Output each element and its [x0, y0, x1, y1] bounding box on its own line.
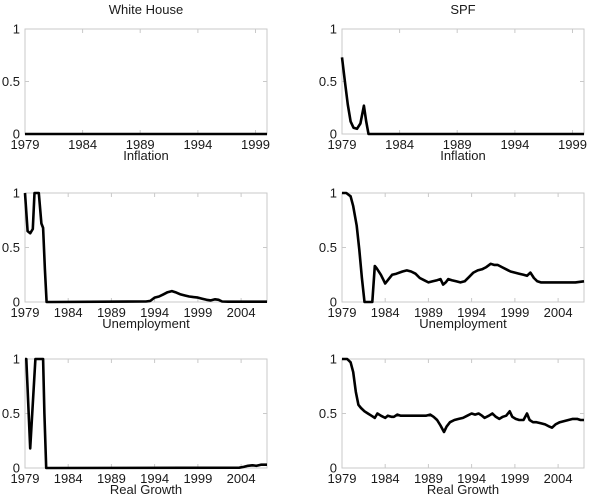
chart-xlabel: Unemployment [102, 316, 190, 331]
chart-canvas: 1979 1984 1989 1994 1999 0 0.5 1 [2, 22, 270, 153]
panel-spf-unemployment: 1979 1984 1989 1994 1999 2004 0 0.5 1 Unemployme… [300, 170, 600, 337]
plot-frame [24, 28, 268, 135]
y-tick-label: 0.5 [2, 74, 20, 89]
chart-canvas: 1979 1984 1989 1994 1999 0 0.5 1 [319, 22, 587, 153]
chart-canvas: 1979 1984 1989 1994 1999 2004 0 0.5 1 [2, 186, 268, 320]
data-line [23, 191, 267, 304]
x-tick-label: 1979 [328, 471, 357, 486]
chart-canvas: 1979 1984 1989 1994 1999 2004 0 0.5 1 [2, 352, 268, 486]
x-tick-label: 1994 [457, 305, 486, 320]
x-tick-label: 1989 [414, 471, 443, 486]
panel-white-house-unemployment: 1979 1984 1989 1994 1999 2004 0 0.5 1 Unemployme… [0, 170, 300, 337]
x-tick-label: 1999 [500, 305, 529, 320]
x-tick-label: 1989 [97, 305, 126, 320]
x-tick-label: 1994 [183, 137, 212, 152]
y-tick-label: 0 [330, 127, 337, 142]
x-tick-label: 1999 [241, 137, 270, 152]
y-tick-label: 0.5 [2, 406, 20, 421]
y-tick-label: 0.5 [319, 406, 337, 421]
y-tick-label: 0 [13, 295, 20, 310]
x-tick-label: 1984 [54, 471, 83, 486]
x-tick-label: 1984 [371, 305, 400, 320]
y-tick-label: 0 [330, 295, 337, 310]
data-line [24, 357, 267, 470]
chart-canvas: 1979 1984 1989 1994 1999 2004 0 0.5 1 [319, 352, 585, 486]
chart-xlabel: Real Growth [426, 482, 500, 497]
y-tick-label: 0.5 [319, 74, 337, 89]
y-tick-label: 0.5 [319, 240, 337, 255]
x-tick-label: 1984 [68, 137, 97, 152]
data-line [342, 191, 585, 304]
x-tick-label: 1999 [558, 137, 587, 152]
x-tick-label: 1999 [500, 471, 529, 486]
y-tick-label: 0 [330, 461, 337, 476]
y-tick-label: 1 [13, 186, 20, 201]
x-tick-label: 1989 [414, 305, 443, 320]
x-tick-label: 1989 [443, 137, 472, 152]
panel-white-house-real-growth: 1979 1984 1989 1994 1999 2004 0 0.5 1 Real Growt… [0, 337, 300, 503]
chart-xlabel: Inflation [440, 148, 486, 163]
x-tick-label: 2004 [227, 305, 256, 320]
x-tick-label: 1984 [371, 471, 400, 486]
chart-xlabel: Real Growth [109, 482, 183, 497]
panel-spf-inflation: SPF 1979 1984 1989 1994 1999 0 0.5 1 Inflation [300, 0, 600, 170]
chart-canvas: 1979 1984 1989 1994 1999 2004 0 0.5 1 [319, 186, 585, 320]
x-tick-label: 1979 [328, 305, 357, 320]
plot-frame [341, 28, 585, 135]
x-tick-label: 1989 [126, 137, 155, 152]
plot-frame [24, 192, 268, 303]
x-tick-label: 1994 [140, 471, 169, 486]
plot-frame [341, 192, 585, 303]
x-tick-label: 1999 [183, 305, 212, 320]
chart-title: SPF [450, 2, 476, 17]
x-tick-label: 2004 [544, 305, 573, 320]
panel-white-house-inflation: White House 1979 1984 1989 1994 1999 0 0.5 1 In… [0, 0, 300, 170]
x-tick-label: 1979 [11, 471, 40, 486]
panel-spf-real-growth: 1979 1984 1989 1994 1999 2004 0 0.5 1 Real Growt… [300, 337, 600, 503]
y-tick-label: 0.5 [2, 240, 20, 255]
y-tick-label: 1 [13, 22, 20, 37]
x-tick-label: 2004 [227, 471, 256, 486]
x-tick-label: 1979 [328, 137, 357, 152]
plot-frame [24, 358, 268, 469]
x-tick-label: 1979 [11, 137, 40, 152]
x-tick-label: 1989 [97, 471, 126, 486]
x-tick-label: 2004 [544, 471, 573, 486]
x-tick-label: 1994 [457, 471, 486, 486]
chart-xlabel: Inflation [123, 148, 169, 163]
data-line [340, 57, 584, 136]
data-line [342, 357, 584, 434]
y-tick-label: 0 [13, 127, 20, 142]
x-tick-label: 1984 [385, 137, 414, 152]
x-tick-label: 1984 [54, 305, 83, 320]
x-tick-label: 1994 [500, 137, 529, 152]
y-tick-label: 1 [330, 186, 337, 201]
chart-title: White House [108, 2, 184, 17]
x-tick-label: 1994 [140, 305, 169, 320]
x-tick-label: 1999 [183, 471, 212, 486]
y-tick-label: 0 [13, 461, 20, 476]
x-tick-label: 1979 [11, 305, 40, 320]
chart-xlabel: Unemployment [419, 316, 507, 331]
y-tick-label: 1 [330, 22, 337, 37]
y-tick-label: 1 [13, 352, 20, 367]
y-tick-label: 1 [330, 352, 337, 367]
